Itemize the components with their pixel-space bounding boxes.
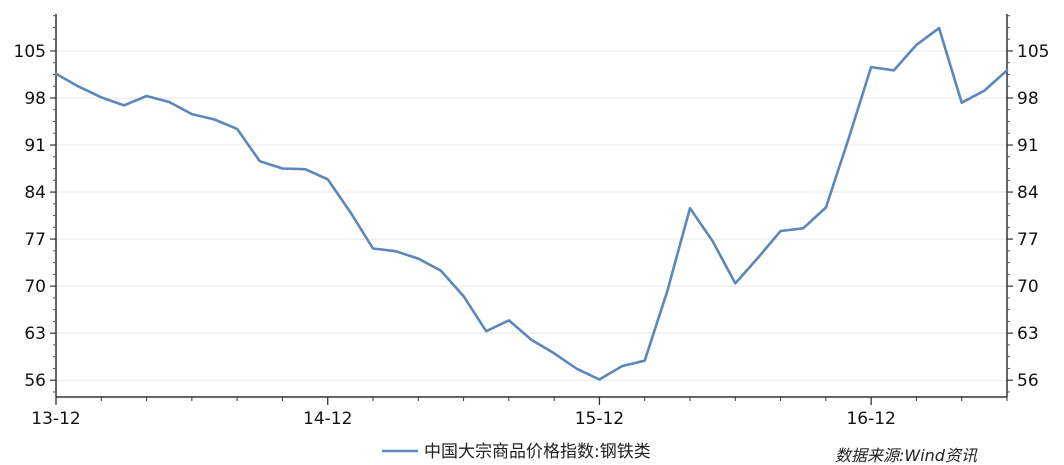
y-tick-label-left: 77 [24, 230, 46, 250]
series-line-steel-index [54, 26, 1009, 381]
legend: 中国大宗商品价格指数:钢铁类 [382, 442, 651, 462]
y-tick-label-right: 77 [1017, 230, 1039, 250]
y-tick-label-left: 98 [24, 89, 46, 109]
tick-labels: 56 56 63 63 70 70 77 77 84 84 91 91 98 98 105 105 13-12 1… [14, 42, 1050, 429]
source-note: 数据来源:Wind资讯 [835, 446, 978, 465]
x-tick-label-14-12: 14-12 [303, 409, 352, 429]
x-tick-label-16-12: 16-12 [846, 409, 895, 429]
y-tick-label-left: 56 [24, 371, 46, 391]
y-tick-label-right: 91 [1017, 136, 1039, 156]
axes [50, 14, 1013, 405]
x-tick-label-13-12: 13-12 [31, 409, 80, 429]
grid-lines [56, 50, 1007, 381]
y-tick-label-left: 84 [24, 183, 46, 203]
legend-label: 中国大宗商品价格指数:钢铁类 [424, 442, 651, 462]
y-tick-label-left: 70 [24, 277, 46, 297]
y-tick-label-right: 105 [1017, 42, 1049, 62]
y-tick-label-right: 70 [1017, 277, 1039, 297]
y-tick-label-right: 63 [1017, 324, 1039, 344]
y-tick-label-left: 105 [14, 42, 46, 62]
series-lines [54, 26, 1009, 381]
y-tick-label-right: 84 [1017, 183, 1039, 203]
y-tick-label-right: 56 [1017, 371, 1039, 391]
y-tick-label-left: 63 [24, 324, 46, 344]
x-tick-label-15-12: 15-12 [575, 409, 624, 429]
y-tick-label-left: 91 [24, 136, 46, 156]
y-tick-label-right: 98 [1017, 89, 1039, 109]
